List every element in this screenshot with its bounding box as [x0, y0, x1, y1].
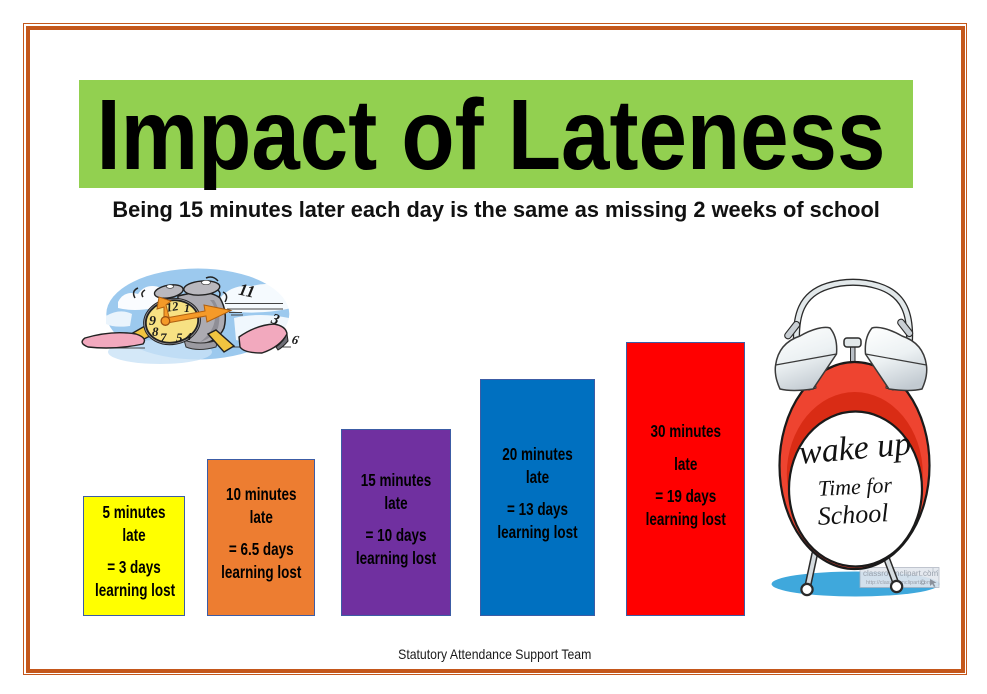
- svg-text:5: 5: [176, 330, 183, 345]
- svg-text:4: 4: [185, 331, 192, 343]
- svg-text:Time for: Time for: [817, 472, 893, 501]
- svg-text:8: 8: [152, 324, 159, 339]
- svg-text:11: 11: [237, 280, 257, 302]
- svg-text:1: 1: [184, 301, 190, 315]
- svg-text:©: ©: [920, 579, 926, 587]
- svg-text:9: 9: [149, 314, 156, 329]
- svg-text:School: School: [817, 498, 889, 531]
- svg-text:6: 6: [290, 332, 300, 348]
- svg-text:7: 7: [160, 330, 167, 345]
- svg-text:classroomclipart.com: classroomclipart.com: [863, 569, 938, 578]
